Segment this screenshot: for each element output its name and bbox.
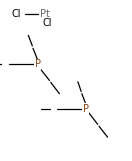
Text: Cl: Cl [43,18,52,28]
Text: Cl: Cl [11,9,21,19]
Text: P: P [83,104,89,114]
Text: P: P [35,59,41,69]
Text: Pt: Pt [40,9,50,19]
